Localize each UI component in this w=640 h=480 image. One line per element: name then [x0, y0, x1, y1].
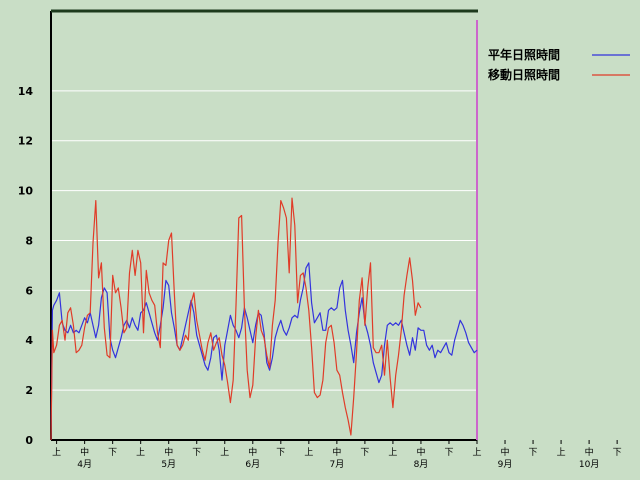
x-tick-label: 下 — [192, 448, 201, 458]
x-tick-label: 下 — [108, 448, 117, 458]
x-tick-label: 中 — [585, 446, 594, 458]
month-label: 9月 — [498, 459, 513, 470]
x-tick-label: 中 — [164, 446, 173, 458]
x-tick-label: 上 — [388, 447, 397, 458]
x-tick-label: 下 — [444, 448, 453, 458]
y-tick-label: 6 — [25, 284, 33, 297]
x-tick-label: 上 — [52, 447, 61, 458]
x-tick-label: 下 — [276, 448, 285, 458]
y-tick-label: 4 — [25, 334, 33, 347]
series-group — [50, 197, 478, 441]
x-tick-label: 上 — [136, 447, 145, 458]
month-label: 7月 — [330, 459, 345, 470]
series-line — [50, 197, 422, 441]
x-tick-label: 下 — [360, 448, 369, 458]
y-tick-label: 0 — [25, 434, 33, 447]
x-tick-label: 上 — [557, 447, 566, 458]
x-tick-label: 中 — [332, 446, 341, 458]
series-line — [50, 262, 478, 441]
grid-lines — [51, 90, 477, 391]
x-tick-label: 上 — [304, 447, 313, 458]
y-tick-label: 10 — [18, 185, 34, 198]
x-tick-label: 中 — [80, 446, 89, 458]
tick-labels: 0 2 4 6 8 10 12 14 上 中 下 上 中 下 上 中 下 上 中 下 上 中 下 上 中 下 上 中 下 4月 5月 6月 7月… — [18, 85, 622, 470]
x-tick-label: 下 — [529, 448, 538, 458]
y-tick-label: 8 — [25, 234, 33, 247]
month-label: 4月 — [77, 459, 92, 470]
axes — [50, 9, 618, 444]
x-tick-label: 中 — [248, 446, 257, 458]
x-tick-label: 中 — [416, 446, 425, 458]
legend-label: 移動日照時間 — [488, 67, 560, 82]
x-tick-label: 上 — [472, 447, 481, 458]
month-label: 5月 — [161, 459, 176, 470]
x-tick-label: 下 — [613, 448, 622, 458]
x-tick-label: 上 — [220, 447, 229, 458]
month-label: 6月 — [245, 459, 260, 470]
y-tick-label: 12 — [18, 135, 33, 148]
x-tick-label: 中 — [501, 446, 510, 458]
y-tick-label: 14 — [18, 85, 34, 98]
legend-label: 平年日照時間 — [488, 47, 560, 62]
y-tick-label: 2 — [25, 384, 33, 397]
month-label: 8月 — [414, 459, 429, 470]
month-label: 10月 — [579, 459, 599, 470]
